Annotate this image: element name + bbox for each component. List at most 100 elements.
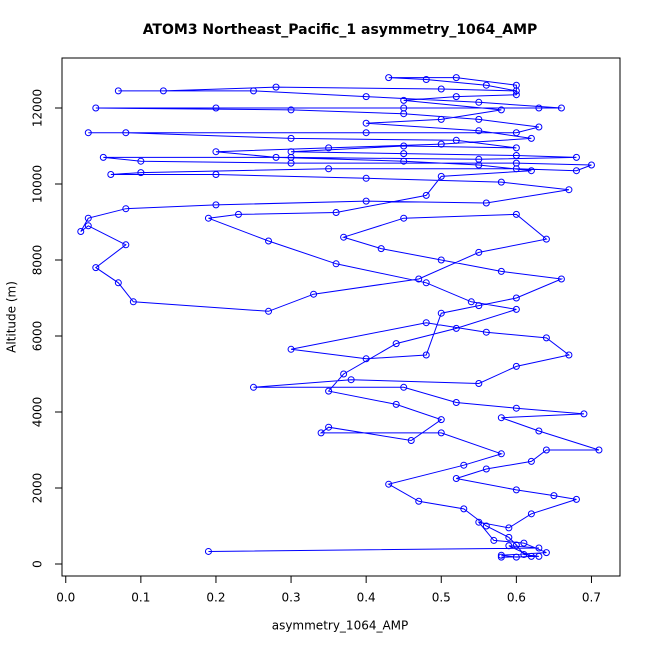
data-point: [542, 549, 550, 557]
data-point: [362, 129, 370, 137]
data-point: [512, 129, 520, 137]
data-point: [437, 85, 445, 93]
y-tick-label: 0: [31, 560, 45, 568]
plot-frame: [61, 57, 621, 577]
data-point: [400, 150, 408, 158]
data-point: [512, 152, 520, 160]
data-point: [84, 129, 92, 137]
y-tick-label: 10000: [31, 165, 45, 203]
data-point: [422, 351, 430, 359]
y-tick-label: 12000: [31, 89, 45, 127]
data-point: [287, 345, 295, 353]
data-point: [129, 298, 137, 306]
data-point: [512, 159, 520, 167]
data-point: [460, 505, 468, 513]
data-point: [204, 547, 212, 555]
data-point: [482, 199, 490, 207]
data-point: [452, 136, 460, 144]
data-point: [212, 171, 220, 179]
data-point: [512, 210, 520, 218]
data-point: [287, 148, 295, 156]
data-point: [265, 307, 273, 315]
x-tick-label: 0.2: [206, 591, 225, 605]
data-point: [407, 436, 415, 444]
data-point: [512, 404, 520, 412]
chart-title: ATOM3 Northeast_Pacific_1 asymmetry_1064…: [143, 22, 538, 38]
data-point: [512, 305, 520, 313]
data-point: [137, 169, 145, 177]
data-point: [99, 153, 107, 161]
data-point: [212, 104, 220, 112]
data-point: [497, 267, 505, 275]
data-point: [475, 127, 483, 135]
data-point: [482, 81, 490, 89]
data-line: [80, 77, 600, 558]
x-tick-label: 0.4: [357, 591, 376, 605]
data-point: [497, 551, 505, 559]
data-point: [77, 228, 85, 236]
data-point: [325, 165, 333, 173]
data-point: [572, 167, 580, 175]
data-point: [452, 474, 460, 482]
data-point: [392, 400, 400, 408]
data-point: [475, 98, 483, 106]
data-point: [362, 197, 370, 205]
data-point: [422, 319, 430, 327]
x-tick-label: 0.6: [507, 591, 526, 605]
data-point: [362, 93, 370, 101]
data-point: [452, 398, 460, 406]
data-point: [287, 134, 295, 142]
data-point: [535, 104, 543, 112]
data-point: [542, 334, 550, 342]
data-point: [385, 480, 393, 488]
data-point: [362, 174, 370, 182]
data-point: [272, 83, 280, 91]
data-point: [437, 172, 445, 180]
data-point: [587, 161, 595, 169]
data-point: [84, 222, 92, 230]
data-point: [467, 298, 475, 306]
data-point: [452, 74, 460, 82]
data-point: [535, 123, 543, 131]
data-point: [475, 161, 483, 169]
data-point: [482, 465, 490, 473]
data-point: [497, 553, 505, 561]
data-point: [512, 541, 520, 549]
data-point: [452, 324, 460, 332]
data-point: [527, 134, 535, 142]
x-tick-label: 0.5: [432, 591, 451, 605]
x-tick-label: 0.3: [282, 591, 301, 605]
data-point: [332, 209, 340, 217]
data-point: [415, 275, 423, 283]
data-point: [114, 279, 122, 287]
data-point: [512, 362, 520, 370]
data-point: [122, 129, 130, 137]
data-point: [362, 119, 370, 127]
data-point: [512, 486, 520, 494]
data-point: [505, 533, 513, 541]
data-point: [204, 214, 212, 222]
data-point: [497, 450, 505, 458]
data-point: [437, 309, 445, 317]
data-point: [512, 294, 520, 302]
data-point: [340, 370, 348, 378]
data-point: [385, 74, 393, 82]
data-point: [250, 383, 258, 391]
data-point: [107, 171, 115, 179]
data-point: [422, 76, 430, 84]
data-point: [512, 81, 520, 89]
data-point: [475, 302, 483, 310]
data-point: [565, 186, 573, 194]
data-point: [84, 214, 92, 222]
data-point: [400, 214, 408, 222]
y-tick-label: 6000: [31, 321, 45, 352]
data-point: [400, 96, 408, 104]
data-point: [542, 235, 550, 243]
data-point: [437, 429, 445, 437]
data-point: [265, 237, 273, 245]
data-point: [475, 379, 483, 387]
data-point: [437, 140, 445, 148]
data-point: [92, 104, 100, 112]
data-point: [332, 260, 340, 268]
